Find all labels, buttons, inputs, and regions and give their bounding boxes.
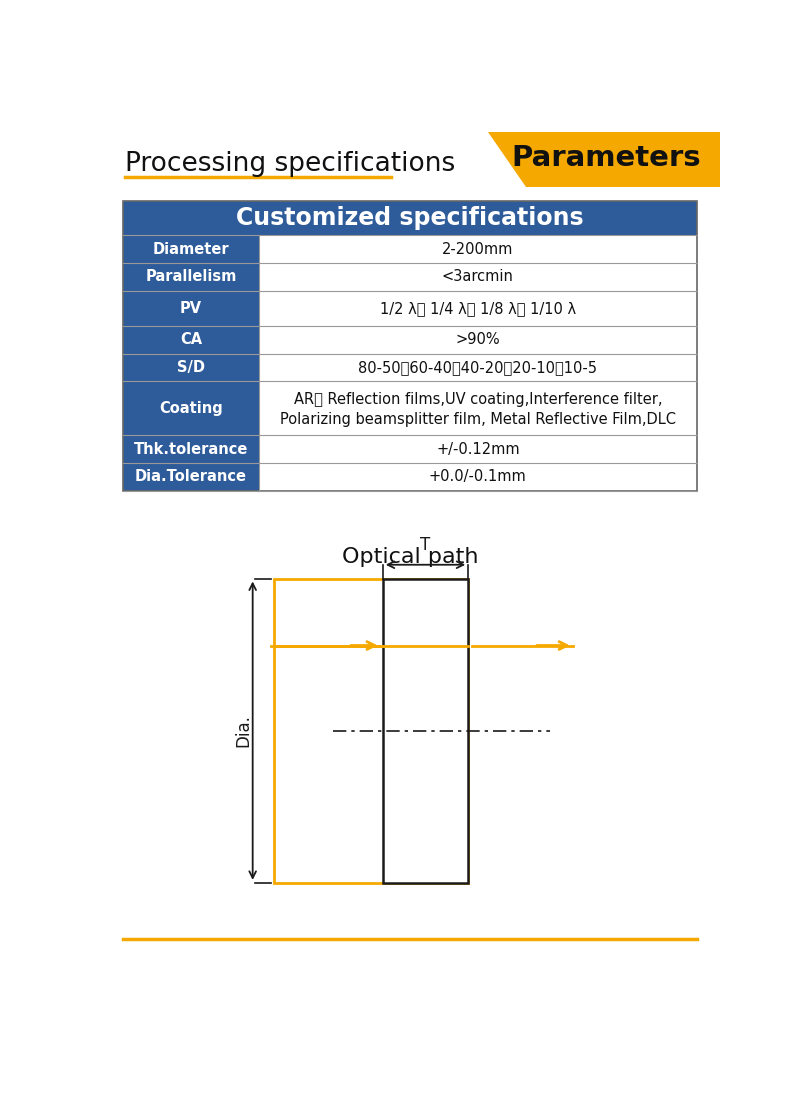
Text: +/-0.12mm: +/-0.12mm [436,442,520,456]
Bar [259,436,697,463]
Text: Customized specifications: Customized specifications [236,206,584,230]
Text: Parameters: Parameters [511,144,701,173]
Text: 1/2 λ、 1/4 λ、 1/8 λ、 1/10 λ: 1/2 λ、 1/4 λ、 1/8 λ、 1/10 λ [380,300,576,316]
Bar [259,235,697,263]
Bar [123,436,259,463]
Text: PV: PV [180,300,202,316]
Text: Parallelism: Parallelism [146,270,237,284]
Bar [259,354,697,382]
Bar [383,579,468,882]
Text: Polarizing beamsplitter film, Metal Reflective Film,DLC: Polarizing beamsplitter film, Metal Refl… [280,411,676,427]
Text: Processing specifications: Processing specifications [125,152,455,177]
Text: Coating: Coating [159,400,223,416]
Bar [259,382,697,436]
Text: Thk.tolerance: Thk.tolerance [134,442,248,456]
Text: 2-200mm: 2-200mm [442,242,514,256]
Text: +0.0/-0.1mm: +0.0/-0.1mm [429,470,526,484]
Bar [274,579,468,882]
Text: Dia.: Dia. [234,714,252,747]
Bar [259,463,697,491]
Bar [123,382,259,436]
Bar [123,235,259,263]
Polygon shape [487,132,720,187]
Text: T: T [420,536,430,554]
Bar [123,201,697,235]
Text: AR、 Reflection films,UV coating,Interference filter,: AR、 Reflection films,UV coating,Interfer… [294,392,662,407]
Text: Dia.Tolerance: Dia.Tolerance [135,470,247,484]
Text: <3arcmin: <3arcmin [442,270,514,284]
Bar [123,201,697,491]
Bar [259,290,697,326]
Bar [123,463,259,491]
Bar [123,354,259,382]
Text: S/D: S/D [177,360,205,375]
Text: Diameter: Diameter [153,242,230,256]
Text: >90%: >90% [455,332,500,348]
Text: Optical path: Optical path [342,547,478,567]
Text: 80-50、60-40、40-20、20-10、10-5: 80-50、60-40、40-20、20-10、10-5 [358,360,598,375]
Bar [123,326,259,354]
Text: CA: CA [180,332,202,348]
Bar [259,263,697,290]
Bar [123,290,259,326]
Bar [123,263,259,290]
Bar [259,326,697,354]
